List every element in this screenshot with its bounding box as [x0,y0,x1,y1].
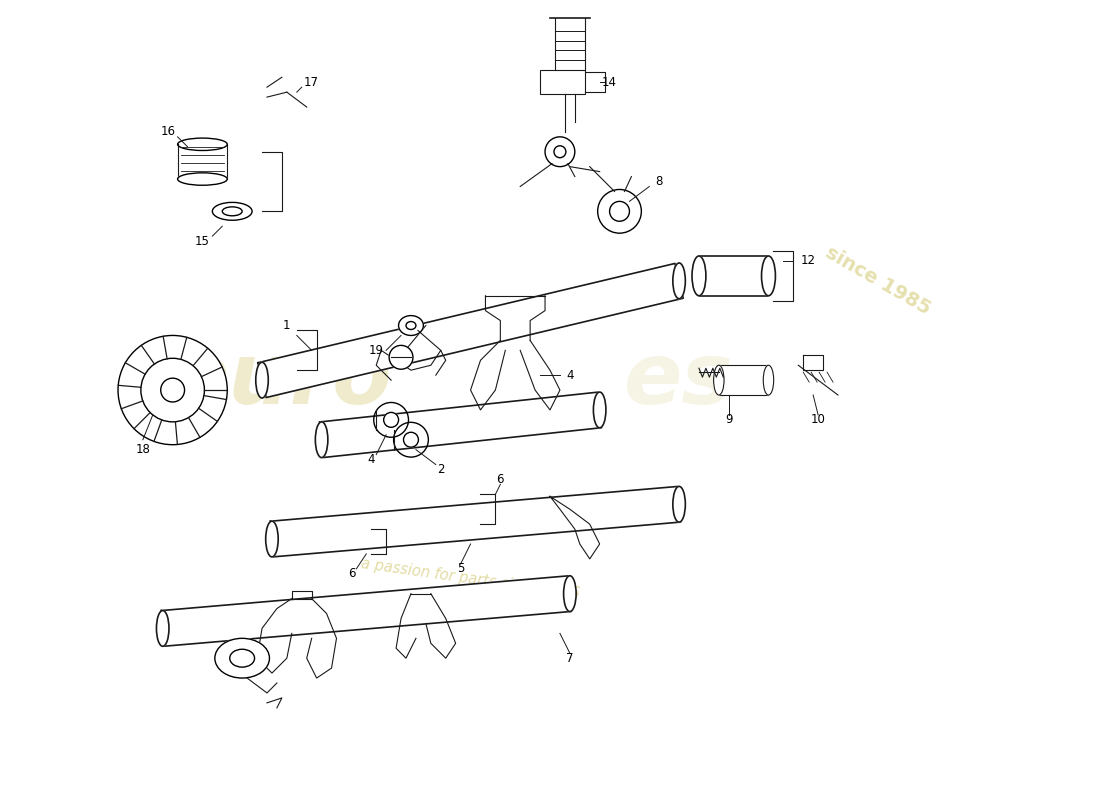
Text: 6: 6 [496,473,504,486]
Ellipse shape [763,366,773,395]
Text: 14: 14 [602,76,617,89]
Ellipse shape [177,173,228,186]
Text: 5: 5 [456,562,464,575]
Text: es: es [625,338,734,422]
Text: euro: euro [172,338,393,422]
Text: 16: 16 [161,126,175,138]
Ellipse shape [214,638,270,678]
Ellipse shape [673,486,685,522]
Ellipse shape [544,137,575,166]
Ellipse shape [714,366,724,395]
Text: 1: 1 [283,319,290,332]
Ellipse shape [673,263,685,298]
Ellipse shape [406,322,416,330]
Text: 12: 12 [801,254,816,267]
Ellipse shape [384,413,398,427]
Ellipse shape [222,207,242,216]
Text: a passion for parts since 1985: a passion for parts since 1985 [360,556,581,602]
Polygon shape [257,263,683,398]
Ellipse shape [156,610,169,646]
Ellipse shape [761,256,776,296]
Text: 19: 19 [368,344,384,357]
Ellipse shape [593,392,606,428]
Ellipse shape [404,432,418,447]
Ellipse shape [118,335,228,445]
Ellipse shape [563,576,576,611]
Ellipse shape [597,190,641,233]
Ellipse shape [398,315,424,335]
Text: 4: 4 [367,453,375,466]
Polygon shape [540,70,585,94]
Text: 2: 2 [437,463,444,476]
Ellipse shape [266,521,278,557]
Polygon shape [271,486,681,557]
Text: 8: 8 [656,175,663,188]
Text: 10: 10 [811,414,826,426]
Ellipse shape [212,202,252,220]
Ellipse shape [389,346,412,370]
Ellipse shape [177,138,228,150]
Polygon shape [162,576,571,646]
Ellipse shape [394,422,428,457]
Text: 7: 7 [566,652,573,665]
Text: since 1985: since 1985 [822,243,934,318]
Ellipse shape [692,256,706,296]
Ellipse shape [256,362,268,398]
Text: 17: 17 [305,76,319,89]
Ellipse shape [609,202,629,222]
Ellipse shape [554,146,565,158]
Text: 9: 9 [725,414,733,426]
Polygon shape [718,366,769,395]
Text: 15: 15 [195,234,210,248]
Ellipse shape [374,402,408,438]
Ellipse shape [141,358,205,422]
Ellipse shape [316,422,328,458]
Text: 6: 6 [348,567,355,580]
Ellipse shape [161,378,185,402]
Ellipse shape [230,650,254,667]
Polygon shape [320,392,602,458]
Polygon shape [698,256,769,296]
Text: 18: 18 [135,443,151,456]
Text: 4: 4 [566,369,573,382]
